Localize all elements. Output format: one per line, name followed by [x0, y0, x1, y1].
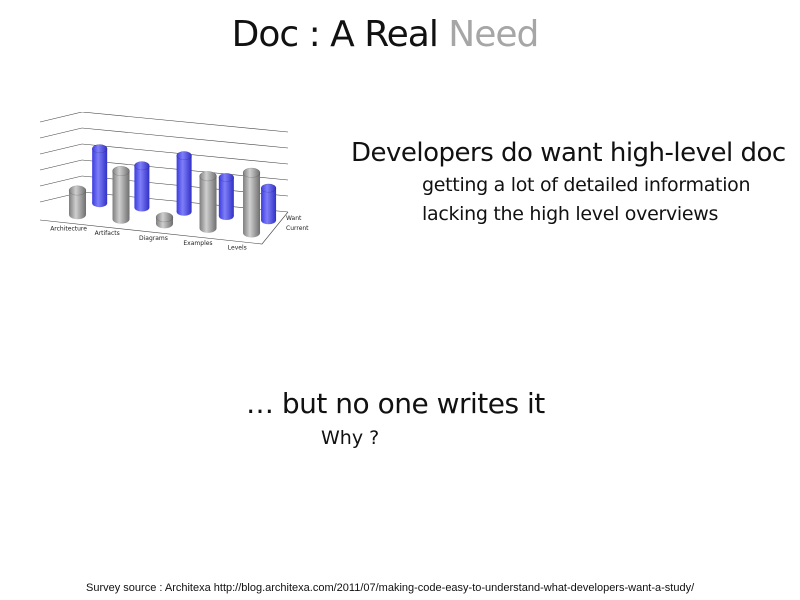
title-accent: Need — [448, 14, 538, 55]
bar-current-levels-top — [243, 168, 260, 178]
bar-current-examples-body — [200, 176, 217, 228]
slide-title: Doc : A Real Need — [0, 14, 770, 55]
bar-want-diagrams — [177, 151, 192, 215]
gridline-left — [40, 144, 82, 154]
bar-current-artifacts — [113, 166, 130, 224]
gridline — [82, 112, 288, 132]
bar-want-diagrams-top — [177, 151, 192, 159]
category-label: Levels — [228, 245, 247, 252]
chart-bars — [69, 144, 276, 237]
bar-want-levels-top — [261, 184, 276, 192]
bar-current-examples-top — [200, 171, 217, 181]
legend-want: Want — [286, 215, 302, 222]
legend-current: Current — [286, 225, 309, 232]
bar-want-examples — [219, 173, 234, 220]
bar-want-architecture-top — [92, 144, 107, 152]
bar-want-architecture-body — [92, 149, 107, 203]
bar-want-artifacts — [134, 162, 149, 212]
bar-current-diagrams — [156, 212, 173, 228]
chart-labels: Architecture Artifacts Diagrams Examples Lev… — [50, 225, 247, 251]
gridline-left — [40, 112, 82, 122]
title-main: Doc : A Real — [232, 14, 438, 55]
bar-want-artifacts-body — [134, 166, 149, 208]
gridline-left — [40, 176, 82, 186]
bar-current-artifacts-body — [113, 171, 130, 219]
bar-current-examples — [200, 171, 217, 233]
bar-current-architecture-top — [69, 186, 86, 196]
survey-source: Survey source : Architexa http://blog.ar… — [86, 582, 694, 594]
bar-current-levels-body — [243, 173, 260, 233]
survey-chart: Architecture Artifacts Diagrams Examples Lev… — [30, 112, 310, 258]
bar-current-levels — [243, 168, 260, 238]
gridline-left — [40, 160, 82, 170]
chart-legend: Want Current — [286, 215, 309, 232]
bar-current-artifacts-top — [113, 166, 130, 176]
headline: Developers do want high-level doc — [351, 138, 786, 168]
bar-current-architecture — [69, 186, 86, 220]
subpoint-detailed-info: getting a lot of detailed information — [422, 174, 750, 196]
bar-want-architecture — [92, 144, 107, 207]
why-question: Why ? — [321, 427, 379, 449]
category-label: Diagrams — [139, 235, 168, 242]
bar-want-examples-top — [219, 173, 234, 181]
bar-want-examples-body — [219, 177, 234, 215]
category-label: Artifacts — [95, 230, 120, 237]
but-no-one-writes-it: … but no one writes it — [246, 387, 545, 420]
bar-want-artifacts-top — [134, 162, 149, 170]
bar-want-levels-body — [261, 188, 276, 220]
subpoint-lacking-overviews: lacking the high level overviews — [422, 203, 718, 225]
bar-want-levels — [261, 184, 276, 224]
bar-current-diagrams-top — [156, 212, 173, 222]
category-label: Examples — [183, 240, 212, 247]
category-label: Architecture — [50, 225, 87, 232]
gridline-left — [40, 128, 82, 138]
gridline — [82, 128, 288, 148]
bar-want-diagrams-body — [177, 156, 192, 212]
